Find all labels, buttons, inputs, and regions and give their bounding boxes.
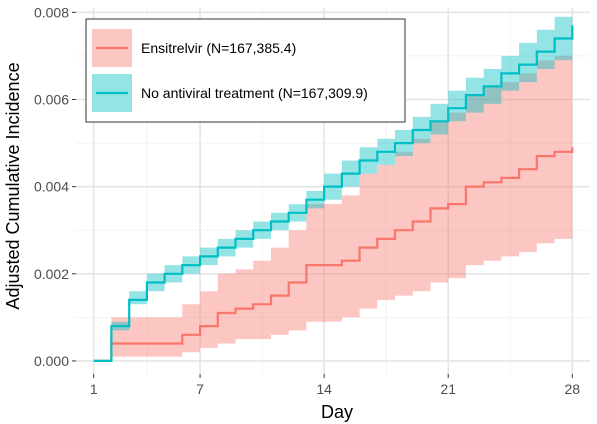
no-antiviral-treatment-legend-label: No antiviral treatment (N=167,309.9)	[141, 85, 368, 101]
confidence-bands	[93, 3, 573, 361]
y-axis-title: Adjusted Cumulative Incidence	[3, 62, 23, 309]
legend: Ensitrelvir (N=167,385.4) No antiviral tr…	[85, 18, 406, 123]
ensitrelvir-legend-label: Ensitrelvir (N=167,385.4)	[141, 40, 296, 56]
series-lines	[93, 25, 574, 362]
x-tick-label: 7	[196, 381, 204, 397]
y-tick-label: 0.006	[34, 92, 69, 108]
y-tick-label: 0.004	[34, 179, 69, 195]
no-antiviral-treatment-line	[93, 25, 574, 362]
x-tick-label: 1	[90, 381, 98, 397]
y-tick-label: 0.000	[34, 353, 69, 369]
no-antiviral-treatment-ci-band	[93, 3, 573, 361]
axis-ticks: 1 7 14 21 28 0.000 0.002 0.004 0.006 0.008	[34, 4, 580, 397]
y-tick-label: 0.002	[34, 266, 69, 282]
x-tick-label: 28	[564, 381, 580, 397]
x-axis-title: Day	[321, 402, 353, 422]
legend-box	[85, 18, 406, 123]
x-tick-label: 14	[316, 381, 332, 397]
x-tick-label: 21	[440, 381, 456, 397]
y-tick-label: 0.008	[34, 4, 69, 20]
ensitrelvir-line	[93, 147, 574, 362]
ensitrelvir-ci-band	[93, 51, 573, 361]
